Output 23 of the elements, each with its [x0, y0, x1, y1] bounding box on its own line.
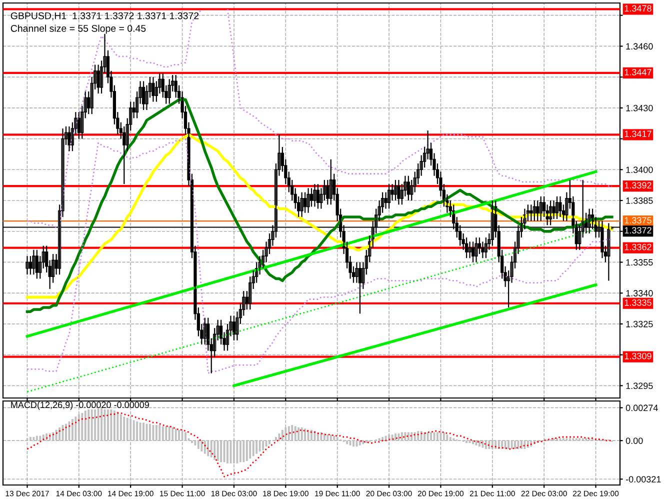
y-tick-label: 1.3340 [626, 290, 653, 296]
text: Channel size = 55 Slope = 0.45 [10, 24, 146, 34]
y-tick-label: -0.00321 [626, 476, 661, 482]
y-tick-label: 1.3355 [626, 259, 653, 266]
ref-line-label: 1.3335 [624, 299, 652, 306]
y-tick-label: 0.00274 [626, 404, 658, 412]
y-tick-label: 1.3325 [626, 320, 653, 328]
text: GBPUSD,H1 1.3371 1.3372 1.3371 1.3372 [10, 12, 199, 20]
ref-line-label: 1.3417 [624, 130, 652, 138]
ref-line-label: 1.3372 [624, 227, 652, 234]
ref-line-label: 1.3362 [624, 244, 652, 250]
y-tick-label: 1.3460 [626, 43, 653, 50]
ref-line-label: 1.3392 [624, 182, 652, 189]
y-tick-label: 0.00 [626, 438, 643, 444]
y-tick-label: 1.3400 [626, 166, 653, 173]
chart-title: MACD(12,26,9) -0.00020 -0.00009 [11, 401, 149, 410]
y-tick-label: 1.3295 [626, 382, 653, 390]
y-tick-label: 1.3430 [626, 104, 653, 112]
ref-line-label: 1.3375 [624, 217, 652, 224]
ref-line-label: 1.3309 [624, 352, 652, 360]
y-tick-label: 1.3385 [626, 197, 653, 204]
ref-line-label: 1.3478 [624, 5, 652, 12]
ref-line-label: 1.3447 [624, 68, 652, 76]
